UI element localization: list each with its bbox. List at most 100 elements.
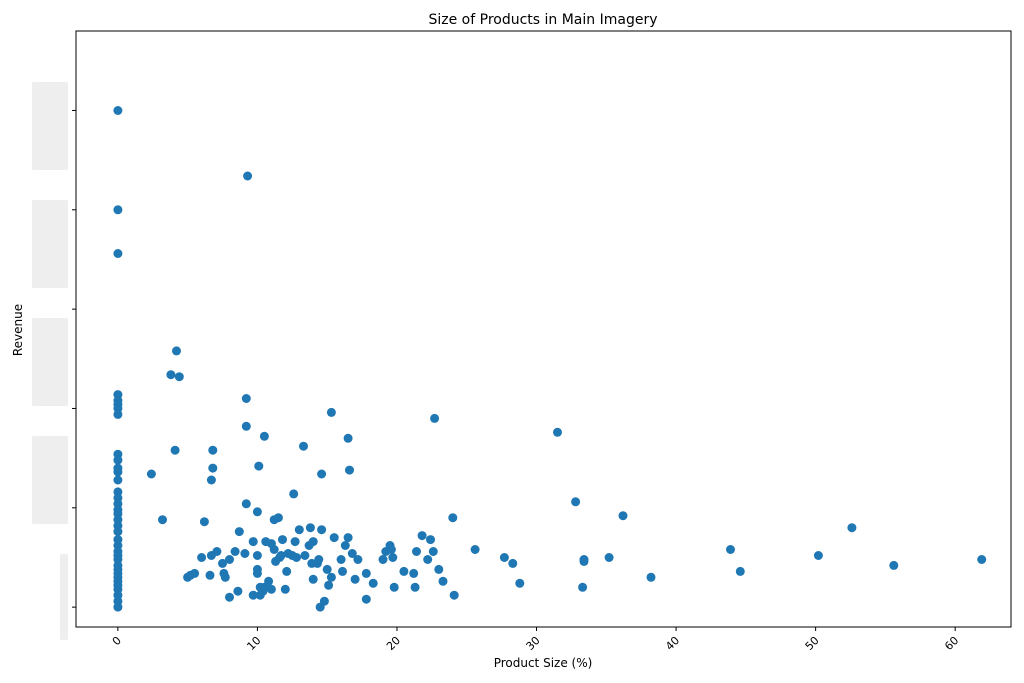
data-point	[499, 553, 509, 562]
data-point	[248, 590, 258, 600]
x-tick-label: 60	[942, 634, 961, 653]
data-point	[243, 171, 253, 181]
data-point	[225, 592, 234, 602]
data-point	[399, 566, 409, 576]
x-tick-label: 20	[384, 634, 403, 653]
data-point	[170, 445, 180, 455]
data-point	[254, 461, 264, 471]
data-point	[368, 578, 378, 588]
data-point	[172, 346, 181, 356]
data-point	[241, 421, 251, 431]
data-point	[113, 602, 123, 612]
data-point	[113, 455, 123, 465]
data-point	[314, 555, 324, 564]
data-point	[218, 558, 227, 568]
data-point	[252, 551, 262, 560]
x-tick-label: 10	[244, 634, 263, 653]
data-point	[361, 568, 371, 578]
data-point	[113, 467, 123, 477]
data-point	[326, 572, 336, 582]
data-point	[113, 106, 123, 115]
data-point	[197, 553, 207, 562]
data-point	[340, 541, 350, 550]
data-point	[199, 517, 209, 527]
x-axis-label: Product Size (%)	[494, 656, 593, 670]
data-point	[308, 574, 318, 584]
data-point	[361, 594, 371, 604]
data-point	[289, 489, 299, 499]
data-point	[225, 555, 234, 564]
data-point	[208, 445, 218, 455]
data-point	[343, 433, 353, 443]
y-axis-label: Revenue	[11, 304, 25, 356]
data-point	[324, 580, 334, 590]
data-point	[241, 499, 251, 509]
data-point	[280, 584, 290, 594]
data-point	[317, 525, 327, 535]
data-point	[646, 572, 656, 582]
data-point	[190, 568, 200, 578]
plot-area	[75, 30, 1012, 628]
data-point	[205, 570, 215, 580]
data-point	[343, 533, 353, 543]
data-point	[212, 547, 222, 556]
data-point	[417, 531, 427, 541]
y-axis-ticks	[72, 109, 76, 608]
data-point	[248, 537, 258, 547]
data-point	[292, 553, 301, 562]
data-point	[579, 556, 589, 566]
data-points	[113, 106, 987, 612]
data-point	[977, 555, 987, 564]
data-point	[319, 596, 329, 606]
data-point	[240, 549, 250, 558]
data-point	[428, 547, 438, 556]
data-point	[166, 370, 176, 380]
x-tick-label: 30	[524, 634, 543, 653]
data-point	[234, 527, 244, 537]
x-axis-ticks: 0 10 20 30 40 50 60	[110, 627, 961, 653]
data-point	[299, 441, 308, 451]
data-point	[378, 555, 388, 564]
data-point	[336, 555, 346, 564]
data-point	[233, 586, 243, 596]
data-point	[113, 249, 123, 258]
data-point	[282, 566, 292, 576]
data-point	[290, 537, 300, 547]
data-point	[434, 564, 444, 574]
data-point	[206, 475, 216, 485]
data-point	[388, 553, 398, 562]
data-point	[230, 547, 240, 556]
data-point	[317, 469, 327, 479]
data-point	[449, 590, 459, 600]
data-point	[113, 475, 123, 485]
data-point	[273, 513, 283, 523]
data-point	[294, 525, 304, 535]
data-point	[113, 205, 123, 215]
data-point	[329, 533, 339, 543]
data-point	[345, 465, 354, 475]
data-point	[220, 572, 230, 582]
x-tick-label: 40	[663, 634, 682, 653]
data-point	[252, 568, 262, 578]
data-point	[410, 582, 420, 592]
data-point	[604, 553, 614, 562]
data-point	[813, 551, 823, 560]
data-point	[889, 560, 899, 570]
x-tick-label: 0	[110, 634, 124, 648]
data-point	[338, 566, 347, 576]
data-point	[430, 413, 440, 423]
data-point	[259, 431, 269, 441]
data-point	[409, 568, 419, 578]
data-point	[308, 537, 318, 547]
data-point	[113, 527, 123, 537]
data-point	[305, 523, 315, 533]
chart-title: Size of Products in Main Imagery	[428, 12, 657, 28]
data-point	[847, 523, 857, 533]
data-point	[146, 469, 156, 479]
data-point	[353, 555, 363, 564]
data-point	[618, 511, 628, 521]
data-point	[726, 545, 735, 554]
data-point	[252, 507, 262, 517]
data-point	[266, 584, 276, 594]
